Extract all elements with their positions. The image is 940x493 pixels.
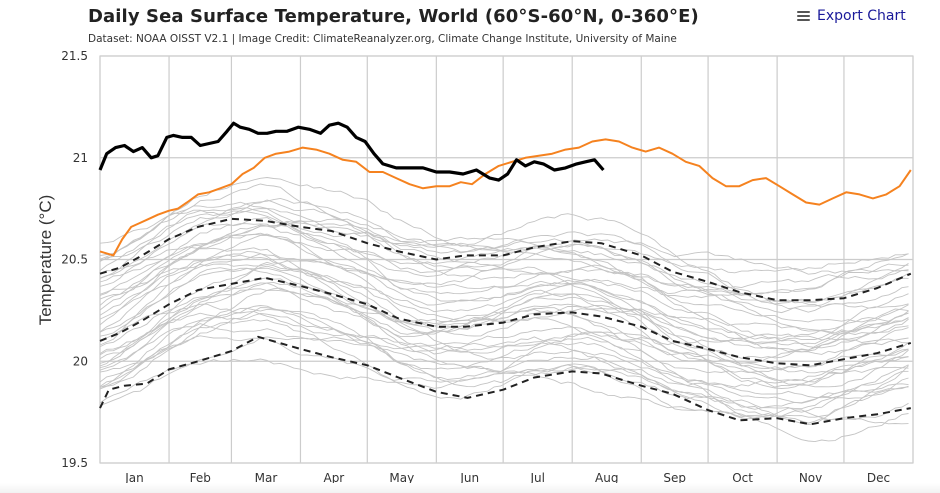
y-axis-ticks: 21.5 21 20.5 20 19.5 [61,49,88,470]
history-year-line [99,282,909,383]
x-tick-label: Jul [529,471,544,485]
history-year-line [99,246,909,309]
y-tick-label: 21.5 [61,49,88,63]
x-axis-ticks: Jan Feb Mar Apr May Jun Jul Aug Sep Oct Nov Dec [124,471,890,485]
history-year-line [99,312,909,374]
x-tick-label: Mar [255,471,278,485]
x-tick-label: May [389,471,414,485]
history-year-line [99,201,909,290]
history-year-line [99,253,909,346]
x-tick-label: Jun [459,471,479,485]
y-tick-label: 20 [73,354,88,368]
history-year-line [99,223,909,314]
history-year-line [99,260,909,351]
y-tick-label: 21 [73,151,88,165]
history-lines [99,177,909,443]
x-tick-label: Nov [799,471,822,485]
climatology-line [99,217,912,302]
export-chart-label: Export Chart [817,8,906,24]
history-year-line [99,234,909,370]
history-year-line [99,224,909,344]
y-axis-label: Temperature (°C) [36,195,55,326]
history-year-line [99,207,909,299]
history-year-line [99,303,909,346]
history-year-line [99,323,909,424]
history-year-line [99,287,909,418]
x-tick-label: Aug [595,471,618,485]
history-year-line [99,267,909,374]
series-lines [98,121,912,426]
x-tick-label: Feb [190,471,211,485]
history-year-line [99,281,909,425]
history-year-line [99,307,909,410]
history-year-line [99,277,909,389]
history-year-line [99,217,909,323]
history-year-line [99,335,909,399]
history-year-line [99,177,909,305]
x-tick-label: Jan [124,471,144,485]
export-chart-button[interactable]: Export Chart [797,8,906,24]
grid [99,55,914,464]
climatology-line [99,276,912,367]
menu-icon [797,10,810,22]
x-tick-label: Oct [732,471,753,485]
chart-title: Daily Sea Surface Temperature, World (60… [88,6,699,27]
x-tick-label: Dec [867,471,890,485]
climatology-line [99,335,911,426]
history-year-line [99,336,909,443]
history-year-line [99,183,909,296]
history-year-line [99,267,909,388]
history-year-line [99,218,909,335]
chart-subtitle: Dataset: NOAA OISST V2.1 | Image Credit:… [88,33,677,45]
bottom-shade [0,483,940,493]
x-tick-label: Sep [663,471,686,485]
history-year-line [99,288,909,404]
y-tick-label: 19.5 [61,456,88,470]
x-tick-label: Apr [323,471,344,485]
y-tick-label: 20.5 [61,253,88,267]
previous-year-line [99,138,912,257]
plot-border [99,55,914,464]
history-year-line [99,265,909,388]
current-year-line [98,121,605,182]
history-year-line [99,208,909,275]
